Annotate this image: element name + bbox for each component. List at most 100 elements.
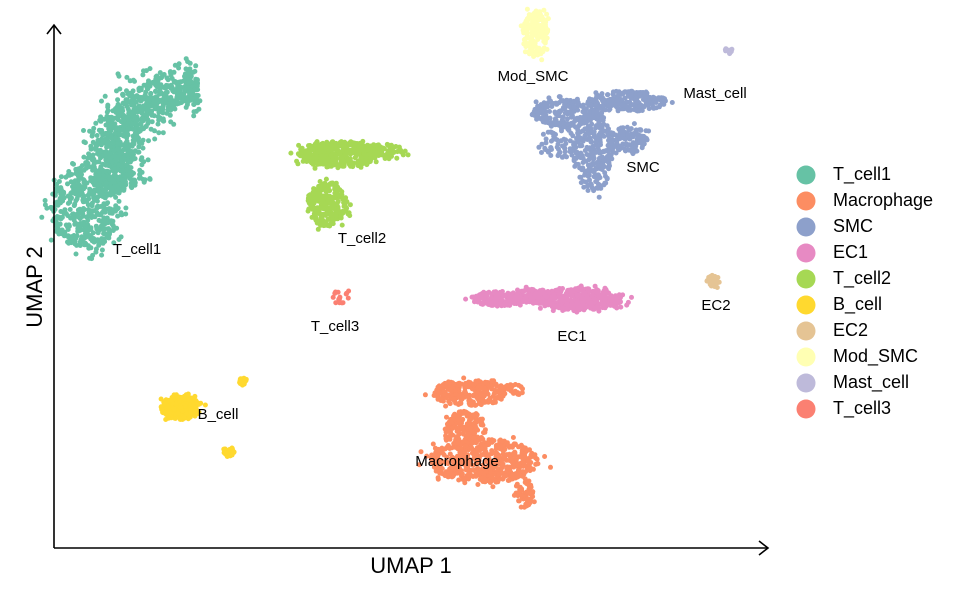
data-point [501,455,507,461]
data-point [500,451,506,457]
data-point [588,126,594,132]
data-point [191,102,197,107]
data-point [553,303,558,309]
data-point [601,148,607,154]
data-point [73,235,78,241]
data-point [77,243,83,248]
data-point [626,147,632,153]
data-point [520,460,526,466]
data-point [405,152,411,158]
data-point [132,114,138,119]
data-point [511,492,517,498]
data-point [541,291,547,297]
data-point [638,127,644,133]
data-point [183,403,188,409]
data-point [193,63,199,69]
data-point [474,460,480,466]
data-point [555,113,561,118]
data-point [543,115,549,121]
data-point [526,488,532,494]
data-point [453,400,459,406]
data-point [90,152,96,158]
data-point [554,287,560,293]
data-point [519,493,525,499]
data-point [480,301,486,307]
data-point [330,199,335,205]
data-point [558,98,564,104]
data-point [102,93,108,99]
data-point [524,448,530,454]
data-point [463,461,469,466]
data-point [104,109,110,115]
data-point [469,401,475,407]
data-point [564,154,569,160]
data-point [454,428,460,434]
data-point [148,91,154,97]
data-point [109,210,115,216]
data-point [96,159,102,165]
data-point [635,135,641,141]
data-point [224,450,230,456]
data-point [496,453,502,458]
data-point [590,153,596,158]
data-point [465,412,471,418]
data-point [119,142,125,148]
data-point [85,214,90,220]
data-point [487,473,493,479]
data-point [557,149,563,155]
data-point [459,426,465,431]
data-point [537,291,543,297]
data-point [100,240,106,246]
data-point [107,185,113,190]
data-point [545,104,551,110]
series-t-cell2 [288,138,411,232]
data-point [554,101,560,107]
data-point [517,300,523,306]
data-point [490,484,496,490]
data-point [298,151,304,157]
data-point [166,415,172,421]
data-point [157,70,163,76]
data-point [439,458,445,464]
data-point [115,146,121,152]
data-point [83,234,89,240]
data-point [93,120,99,126]
data-point [494,442,499,448]
data-point [509,456,515,462]
data-point [372,155,378,161]
data-point [498,437,503,443]
data-point [101,231,107,237]
data-point [620,90,626,96]
data-point [107,150,113,156]
data-point [566,127,572,133]
data-point [624,124,630,130]
data-point [329,139,335,145]
data-point [318,215,324,221]
data-point [381,152,387,158]
data-point [618,304,624,310]
data-point [325,216,331,222]
data-point [574,299,580,305]
data-point [162,400,168,406]
data-point [103,140,109,146]
data-point [82,242,88,248]
data-point [115,97,121,103]
data-point [657,102,663,108]
data-point [507,464,513,470]
data-point [111,148,117,154]
data-point [500,292,506,298]
data-point [462,443,468,449]
data-point [458,468,464,474]
data-point [185,391,191,397]
data-point [129,97,135,103]
data-point [616,92,622,98]
data-point [565,116,570,122]
data-point [91,125,97,131]
data-point [174,98,180,104]
data-point [493,479,499,485]
data-point [580,300,586,306]
data-point [591,115,597,121]
data-point [154,84,160,90]
data-point [495,461,501,467]
data-point [394,155,400,161]
